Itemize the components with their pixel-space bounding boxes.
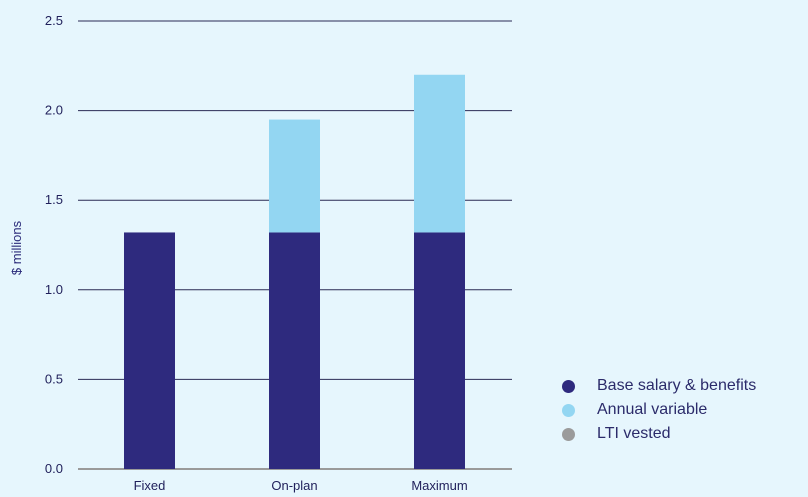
y-tick-labels: 0.0 0.5 1.0 1.5 2.0 2.5 [45, 13, 63, 476]
y-tick-label: 0.0 [45, 461, 63, 476]
legend-swatch [562, 427, 575, 441]
x-category-labels: Fixed On-plan Maximum [134, 478, 468, 493]
legend-item: Annual variable [562, 401, 756, 418]
bar-segment [269, 119, 320, 233]
legend-item: LTI vested [562, 425, 756, 442]
y-tick-label: 2.5 [45, 13, 63, 28]
legend: Base salary & benefits Annual variable LTI… [562, 377, 757, 442]
y-tick-label: 0.5 [45, 371, 63, 386]
bar-segment [414, 232, 465, 469]
y-tick-label: 1.5 [45, 192, 63, 207]
legend-item: Base salary & benefits [562, 377, 757, 394]
bar-segment [124, 232, 175, 469]
x-category-label: Maximum [411, 478, 467, 493]
x-category-label: Fixed [134, 478, 166, 493]
legend-label: LTI vested [597, 425, 671, 442]
legend-label: Base salary & benefits [597, 377, 757, 394]
y-tick-label: 1.0 [45, 282, 63, 297]
legend-swatch [562, 379, 575, 393]
bar-segment [269, 232, 320, 469]
y-axis-label: $ millions [9, 220, 24, 275]
bar-segment [414, 74, 465, 233]
x-category-label: On-plan [271, 478, 317, 493]
legend-label: Annual variable [597, 401, 708, 418]
bars [124, 74, 465, 469]
y-tick-label: 2.0 [45, 103, 63, 118]
legend-swatch [562, 403, 575, 417]
